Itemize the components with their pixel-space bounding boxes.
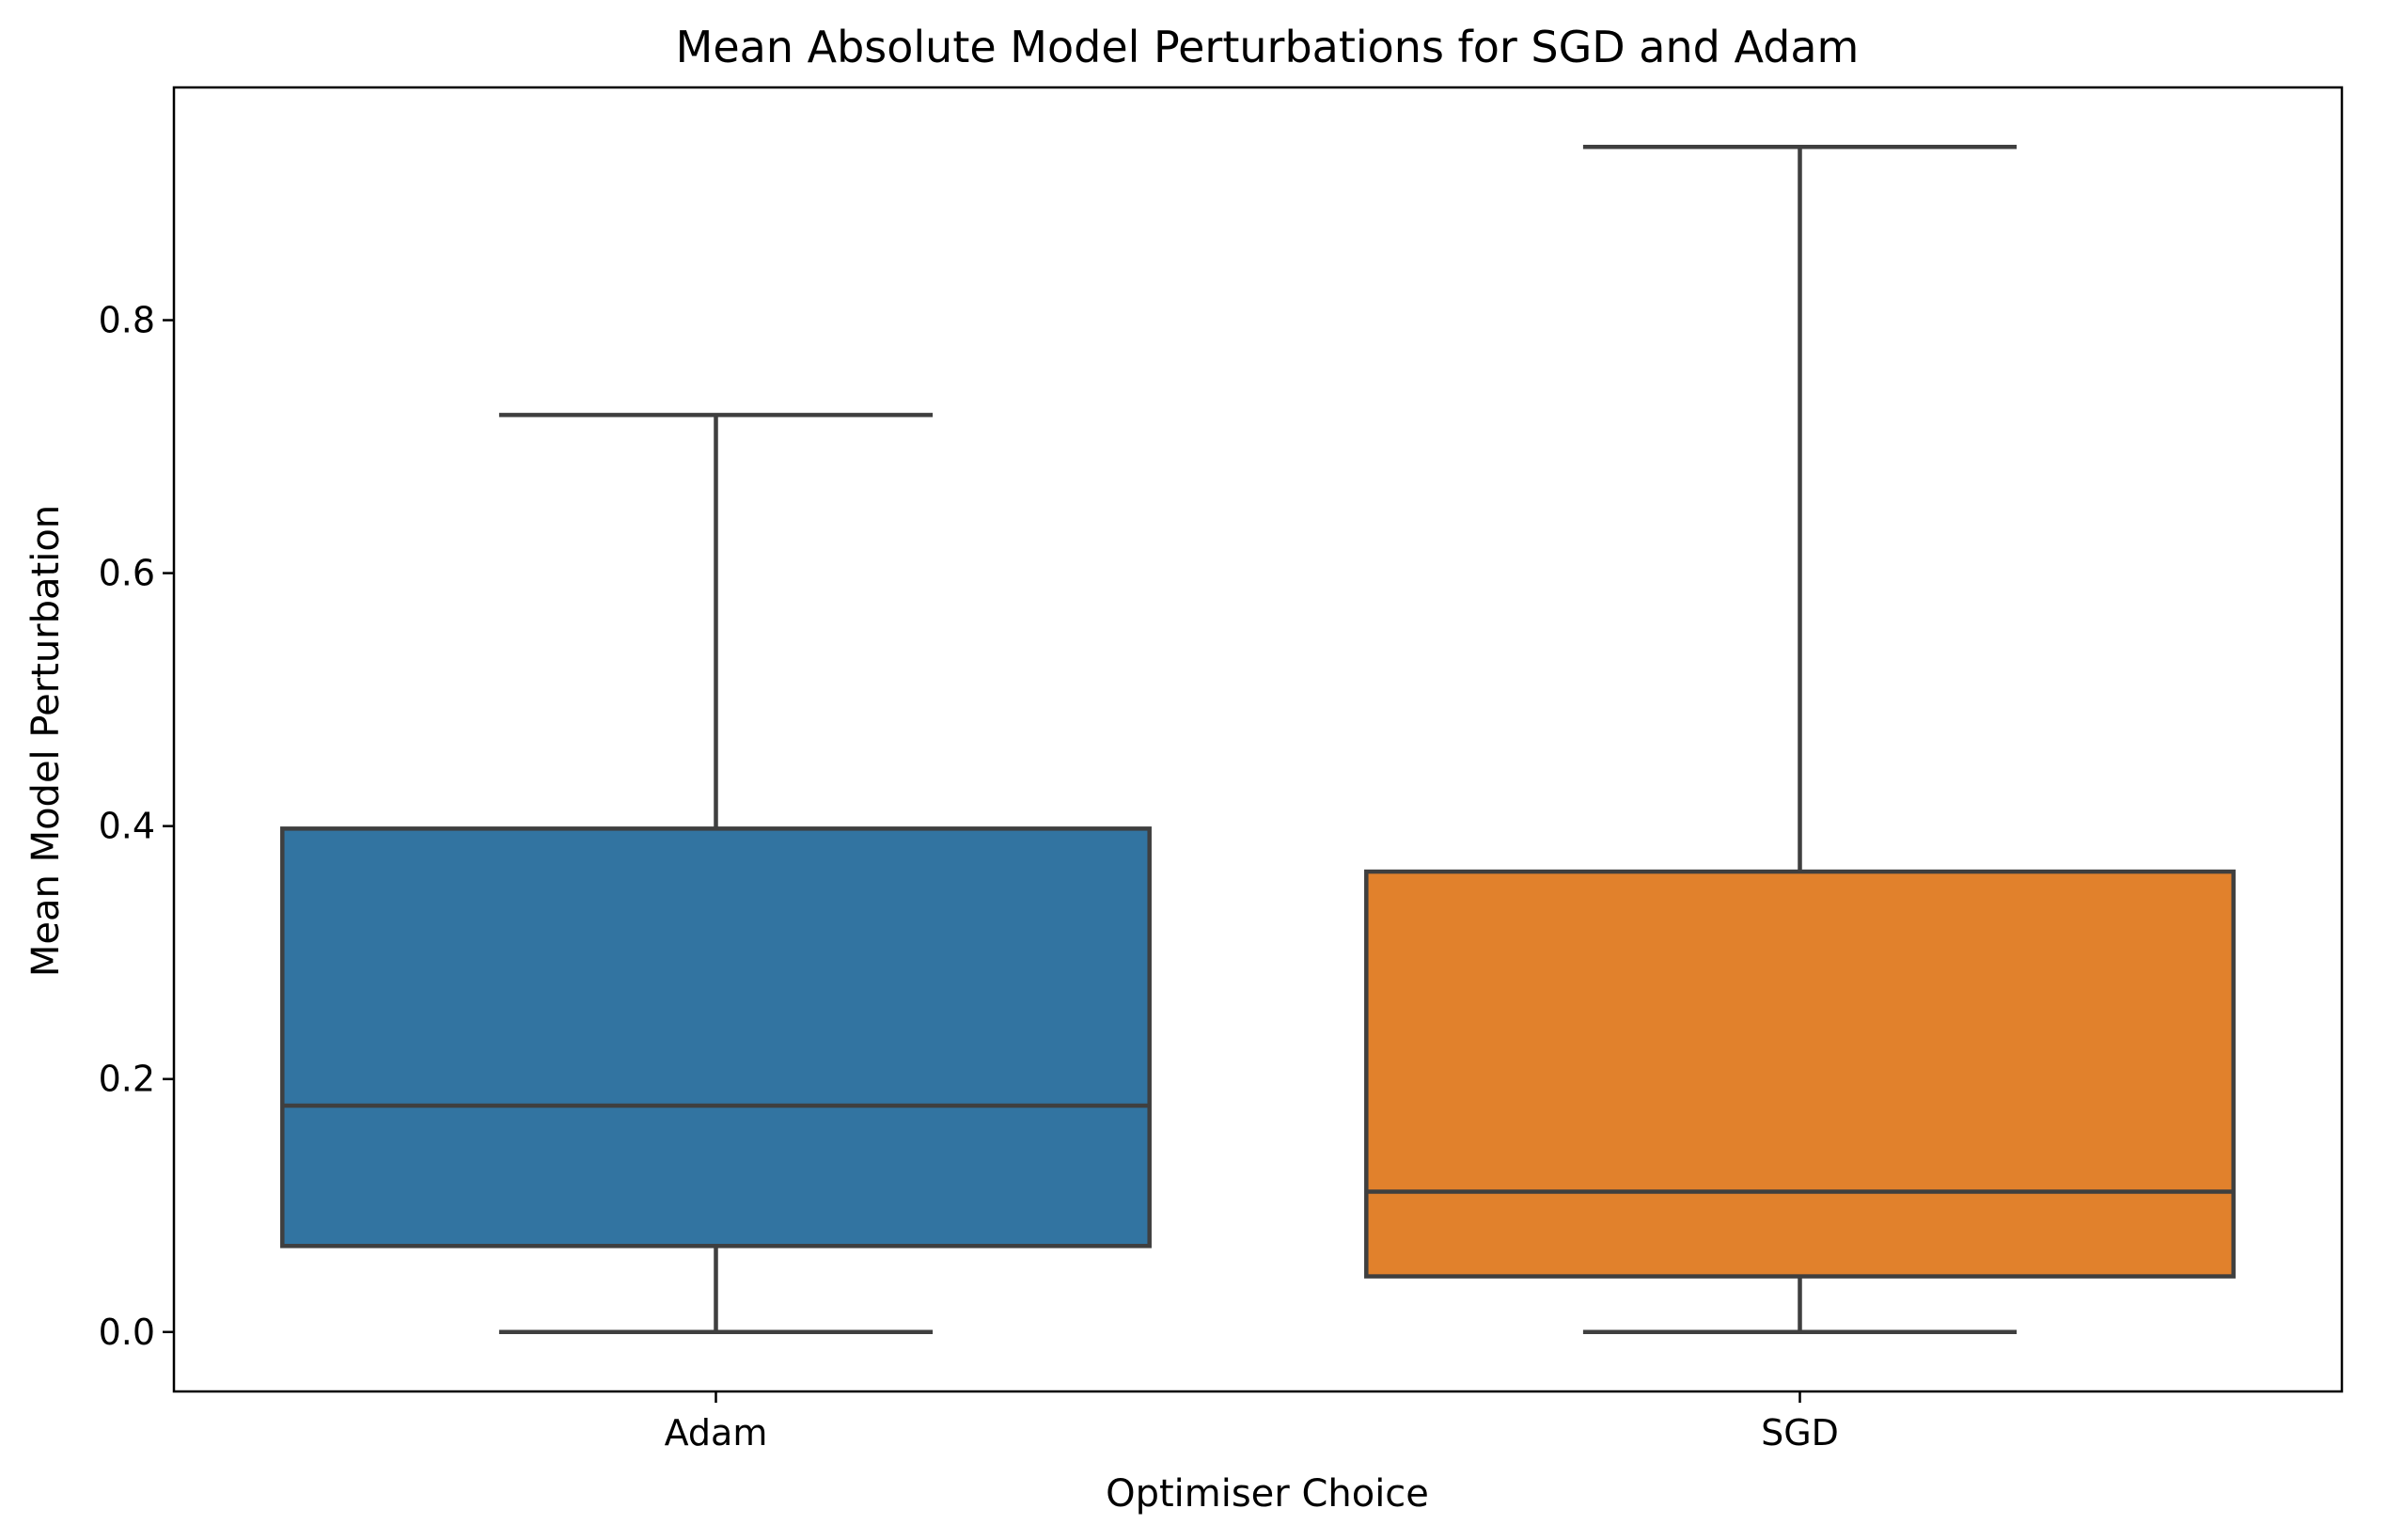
- y-axis-label: Mean Model Perturbation: [24, 505, 68, 977]
- x-axis-label: Optimiser Choice: [1106, 1472, 1429, 1516]
- y-tick-label: 0.4: [99, 806, 155, 847]
- iqr-box: [280, 826, 1152, 1249]
- y-tick-label: 0.0: [99, 1312, 155, 1353]
- iqr-box: [1364, 869, 2236, 1279]
- box-group-sgd: [1364, 144, 2236, 1335]
- chart-title: Mean Absolute Model Perturbations for SG…: [676, 22, 1860, 72]
- axis-ticks: 0.0 0.2 0.4 0.6 0.8 Adam SGD: [99, 300, 1839, 1454]
- y-tick-label: 0.2: [99, 1059, 155, 1100]
- box-group-adam: [280, 413, 1152, 1335]
- box-plot-series: [280, 144, 2236, 1335]
- plot-area-frame: [172, 86, 2344, 1393]
- y-tick-label: 0.6: [99, 553, 155, 594]
- x-tick-label: SGD: [1761, 1412, 1839, 1454]
- y-tick-label: 0.8: [99, 300, 155, 341]
- x-tick-label: Adam: [665, 1412, 768, 1454]
